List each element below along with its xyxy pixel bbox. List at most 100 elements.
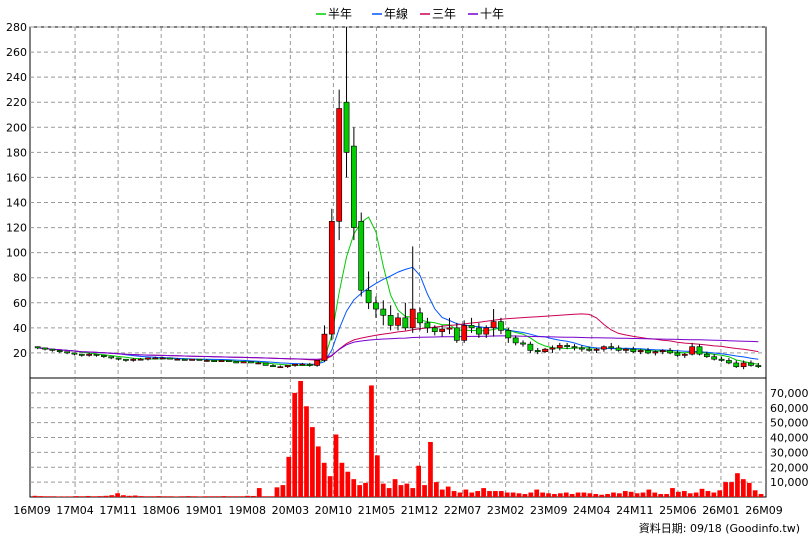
volume-bar-94 bbox=[587, 493, 593, 497]
candle-body-70 bbox=[549, 347, 556, 350]
volume-bar-50 bbox=[327, 476, 333, 497]
candle-body-66 bbox=[520, 342, 526, 345]
volume-bar-79 bbox=[498, 491, 504, 497]
candle-body-34 bbox=[284, 365, 291, 368]
price-tick-label-4: 100 bbox=[6, 247, 27, 260]
price-axis: 20 40 60 80 100 120 140 160 180 200 220 240 260 280 bbox=[6, 21, 27, 360]
price-tick-label-10: 220 bbox=[6, 96, 27, 109]
candle-body-44 bbox=[358, 221, 365, 291]
volume-bar-4 bbox=[56, 496, 61, 497]
price-tick-label-3: 80 bbox=[13, 272, 27, 285]
volume-bar-109 bbox=[676, 491, 681, 497]
volume-bar-53 bbox=[345, 471, 351, 497]
candle-body-95 bbox=[733, 362, 740, 368]
volume-bar-26 bbox=[186, 496, 191, 497]
date-tick-label-5: 19M08 bbox=[229, 504, 267, 517]
volume-bar-36 bbox=[245, 495, 250, 497]
candle-body-21 bbox=[189, 358, 195, 361]
ma-line-3 bbox=[37, 335, 759, 360]
candle-body-12 bbox=[123, 358, 129, 361]
candle-body-83 bbox=[645, 350, 651, 354]
volume-bar-70 bbox=[445, 486, 451, 497]
volume-bar-13 bbox=[109, 495, 115, 497]
candle-body-86 bbox=[667, 350, 673, 354]
candle-body-4 bbox=[64, 351, 70, 354]
volume-bar-15 bbox=[121, 495, 126, 497]
volume-bar-100 bbox=[622, 491, 628, 497]
candle-body-94 bbox=[726, 360, 732, 364]
volume-bar-72 bbox=[457, 492, 463, 497]
volume-bar-78 bbox=[493, 491, 498, 497]
candle-body-39 bbox=[321, 333, 328, 361]
volume-bar-34 bbox=[233, 496, 239, 497]
volume-grid bbox=[30, 378, 766, 497]
date-tick-label-15: 25M06 bbox=[659, 504, 697, 517]
candle-body-42 bbox=[343, 101, 350, 153]
candle-body-5 bbox=[71, 352, 78, 355]
candle-body-18 bbox=[167, 357, 173, 360]
candle-body-78 bbox=[608, 346, 615, 349]
volume-bar-20 bbox=[150, 496, 156, 497]
candle-body-80 bbox=[623, 348, 629, 351]
candle-body-49 bbox=[395, 317, 401, 326]
volume-bar-6 bbox=[68, 496, 73, 497]
volume-bar-61 bbox=[392, 479, 398, 497]
candle-body-74 bbox=[578, 347, 585, 350]
candle-body-6 bbox=[78, 353, 85, 356]
volume-bar-0 bbox=[32, 495, 38, 497]
volume-bar-88 bbox=[552, 494, 557, 497]
volume-bar-98 bbox=[611, 492, 616, 497]
price-tick-label-2: 60 bbox=[13, 297, 27, 310]
price-tick-label-9: 200 bbox=[6, 121, 27, 134]
candle-body-0 bbox=[34, 346, 41, 349]
volume-bar-1 bbox=[38, 496, 44, 497]
volume-bar-7 bbox=[73, 496, 79, 497]
volume-bar-112 bbox=[693, 492, 699, 497]
candle-body-9 bbox=[100, 355, 107, 357]
volume-bar-16 bbox=[127, 495, 132, 497]
volume-bar-86 bbox=[540, 492, 545, 497]
volume-bar-54 bbox=[351, 479, 357, 497]
candle-body-51 bbox=[409, 308, 416, 329]
volume-bar-106 bbox=[658, 494, 664, 497]
candle-body-84 bbox=[652, 351, 659, 354]
volume-bar-120 bbox=[740, 479, 746, 497]
candle-body-73 bbox=[571, 346, 578, 349]
volume-tick-label-0: 10,000 bbox=[770, 476, 808, 489]
price-tick-label-6: 140 bbox=[6, 197, 27, 210]
candle-body-91 bbox=[703, 353, 710, 357]
date-tick-label-9: 21M12 bbox=[401, 504, 439, 517]
legend-label-1: 年線 bbox=[384, 6, 408, 21]
source-note: 資料日期: 09/18 (Goodinfo.tw) bbox=[639, 521, 800, 535]
candle-body-40 bbox=[328, 221, 335, 335]
candle-body-67 bbox=[527, 343, 534, 351]
volume-bar-90 bbox=[563, 492, 569, 497]
volume-bar-121 bbox=[746, 482, 752, 497]
volume-bar-85 bbox=[534, 489, 540, 497]
volume-bar-58 bbox=[374, 455, 380, 497]
volume-bar-84 bbox=[528, 492, 534, 497]
volume-bar-27 bbox=[191, 496, 197, 497]
candle-body-93 bbox=[718, 358, 725, 361]
volume-bar-43 bbox=[286, 456, 292, 497]
candle-body-11 bbox=[115, 357, 122, 360]
volume-bar-119 bbox=[735, 473, 740, 497]
date-tick-label-4: 19M01 bbox=[185, 504, 223, 517]
volume-bar-10 bbox=[91, 496, 97, 497]
candle-body-10 bbox=[108, 356, 115, 359]
volume-bar-9 bbox=[85, 495, 91, 497]
candle-body-15 bbox=[145, 357, 151, 360]
volume-bar-3 bbox=[50, 496, 56, 497]
candle-body-32 bbox=[270, 365, 276, 368]
candle-body-46 bbox=[373, 302, 379, 310]
volume-bar-30 bbox=[209, 496, 215, 497]
candle-body-76 bbox=[593, 348, 600, 351]
ma-line-1 bbox=[37, 266, 759, 365]
volume-bar-29 bbox=[203, 496, 209, 497]
volume-bar-25 bbox=[180, 496, 185, 497]
volume-tick-label-6: 70,000 bbox=[770, 387, 808, 400]
volume-bar-82 bbox=[516, 493, 522, 497]
volume-bar-81 bbox=[510, 492, 516, 497]
candle-body-81 bbox=[630, 348, 637, 352]
